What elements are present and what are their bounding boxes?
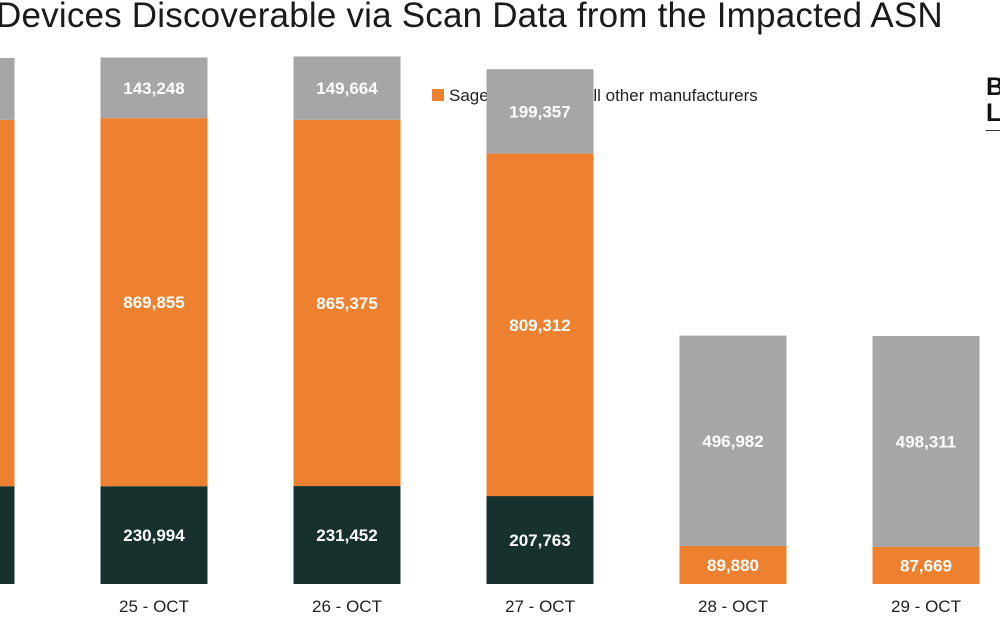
bars <box>0 56 980 584</box>
bar-sagemcom-28-oct <box>679 545 787 584</box>
x-tick-label-27-oct: 27 - OCT <box>505 597 575 616</box>
brand-rule <box>986 130 1000 131</box>
data-label-actiontec-26-oct: 231,452 <box>316 526 377 545</box>
brand-letter-top: B <box>986 73 1000 101</box>
bar-all-other-manufacturers-25-oct <box>100 57 208 119</box>
x-tick-label-26-oct: 26 - OCT <box>312 597 382 616</box>
bar-sagemcom-29-oct <box>872 546 980 584</box>
legend-swatch-sagemcom <box>432 89 444 101</box>
data-label-all-other-manufacturers-27-oct: 199,357 <box>509 102 570 121</box>
brand-logo: B L <box>986 74 1000 131</box>
bar-sagemcom-24-oct <box>0 119 15 487</box>
x-tick-label-29-oct: 29 - OCT <box>891 597 961 616</box>
data-label-actiontec-25-oct: 230,994 <box>123 526 185 545</box>
legend-label-all-other-manufacturers: All other manufacturers <box>582 86 758 105</box>
bar-all-other-manufacturers-27-oct <box>486 69 594 154</box>
chart-title: Devices Discoverable via Scan Data from … <box>0 0 943 35</box>
data-label-sagemcom-29-oct: 87,669 <box>900 556 952 575</box>
bar-all-other-manufacturers-26-oct <box>293 56 401 120</box>
x-tick-label-25-oct: 25 - OCT <box>119 597 189 616</box>
brand-letter-bottom: L <box>986 99 1000 127</box>
data-label-all-other-manufacturers-26-oct: 149,664 <box>316 79 378 98</box>
data-labels: 230,994 869,855 143,248 231,452 865,375 149,6… <box>123 79 956 576</box>
bar-actiontec-24-oct <box>0 486 15 584</box>
data-label-sagemcom-25-oct: 869,855 <box>123 293 184 312</box>
bar-all-other-manufacturers-28-oct <box>679 335 787 546</box>
bar-all-other-manufacturers-29-oct <box>872 336 980 547</box>
bar-actiontec-26-oct <box>293 486 401 584</box>
data-label-sagemcom-27-oct: 809,312 <box>509 316 570 335</box>
data-label-all-other-manufacturers-28-oct: 496,982 <box>702 432 763 451</box>
bar-all-other-manufacturers-24-oct <box>0 57 15 120</box>
data-label-all-other-manufacturers-29-oct: 498,311 <box>896 432 957 451</box>
bar-sagemcom-26-oct <box>293 119 401 487</box>
bar-sagemcom-27-oct <box>486 153 594 497</box>
data-label-all-other-manufacturers-25-oct: 143,248 <box>123 79 184 98</box>
bar-actiontec-27-oct <box>486 496 594 584</box>
data-label-sagemcom-28-oct: 89,880 <box>707 556 759 575</box>
bar-actiontec-25-oct <box>100 486 208 584</box>
x-tick-label-28-oct: 28 - OCT <box>698 597 768 616</box>
data-label-sagemcom-26-oct: 865,375 <box>316 294 377 313</box>
data-label-actiontec-27-oct: 207,763 <box>509 531 570 550</box>
bar-sagemcom-25-oct <box>100 118 208 487</box>
